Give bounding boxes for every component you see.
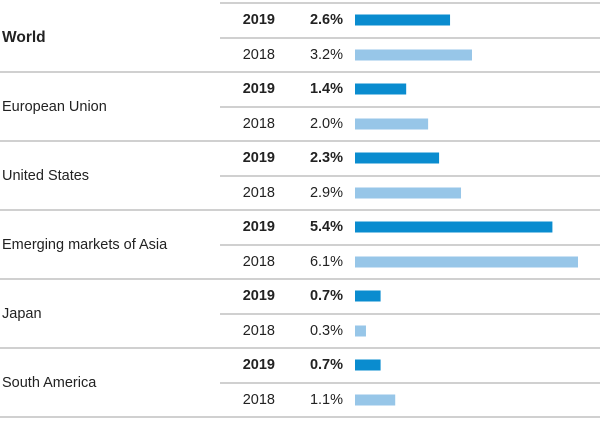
value-label: 0.7% bbox=[310, 357, 343, 373]
year-label: 2018 bbox=[243, 47, 275, 63]
year-label: 2018 bbox=[243, 392, 275, 408]
bar bbox=[355, 394, 396, 406]
bar bbox=[355, 359, 381, 371]
value-label: 2.0% bbox=[310, 116, 343, 132]
value-label: 2.6% bbox=[310, 12, 343, 28]
category-label: United States bbox=[2, 168, 89, 184]
category-label: World bbox=[2, 29, 46, 46]
bar bbox=[355, 14, 451, 26]
bar bbox=[355, 187, 462, 199]
value-label: 2.9% bbox=[310, 185, 343, 201]
category-label: Emerging markets of Asia bbox=[2, 237, 168, 253]
year-label: 2018 bbox=[243, 323, 275, 339]
category-label: South America bbox=[2, 375, 97, 391]
bar bbox=[355, 256, 578, 268]
year-label: 2019 bbox=[243, 81, 275, 97]
value-label: 0.7% bbox=[310, 288, 343, 304]
value-label: 1.1% bbox=[310, 392, 343, 408]
year-label: 2019 bbox=[243, 12, 275, 28]
category-label: Japan bbox=[2, 306, 42, 322]
bar bbox=[355, 290, 381, 302]
category-label: European Union bbox=[2, 99, 107, 115]
bar bbox=[355, 152, 440, 164]
value-label: 6.1% bbox=[310, 254, 343, 270]
year-label: 2018 bbox=[243, 116, 275, 132]
year-label: 2019 bbox=[243, 219, 275, 235]
bar bbox=[355, 221, 553, 233]
year-label: 2019 bbox=[243, 357, 275, 373]
bar bbox=[355, 118, 429, 130]
year-label: 2019 bbox=[243, 288, 275, 304]
value-label: 2.3% bbox=[310, 150, 343, 166]
value-label: 0.3% bbox=[310, 323, 343, 339]
value-label: 5.4% bbox=[310, 219, 343, 235]
year-label: 2019 bbox=[243, 150, 275, 166]
bar bbox=[355, 325, 366, 337]
year-label: 2018 bbox=[243, 185, 275, 201]
value-label: 3.2% bbox=[310, 47, 343, 63]
year-label: 2018 bbox=[243, 254, 275, 270]
bar bbox=[355, 49, 472, 61]
bar bbox=[355, 83, 407, 95]
value-label: 1.4% bbox=[310, 81, 343, 97]
